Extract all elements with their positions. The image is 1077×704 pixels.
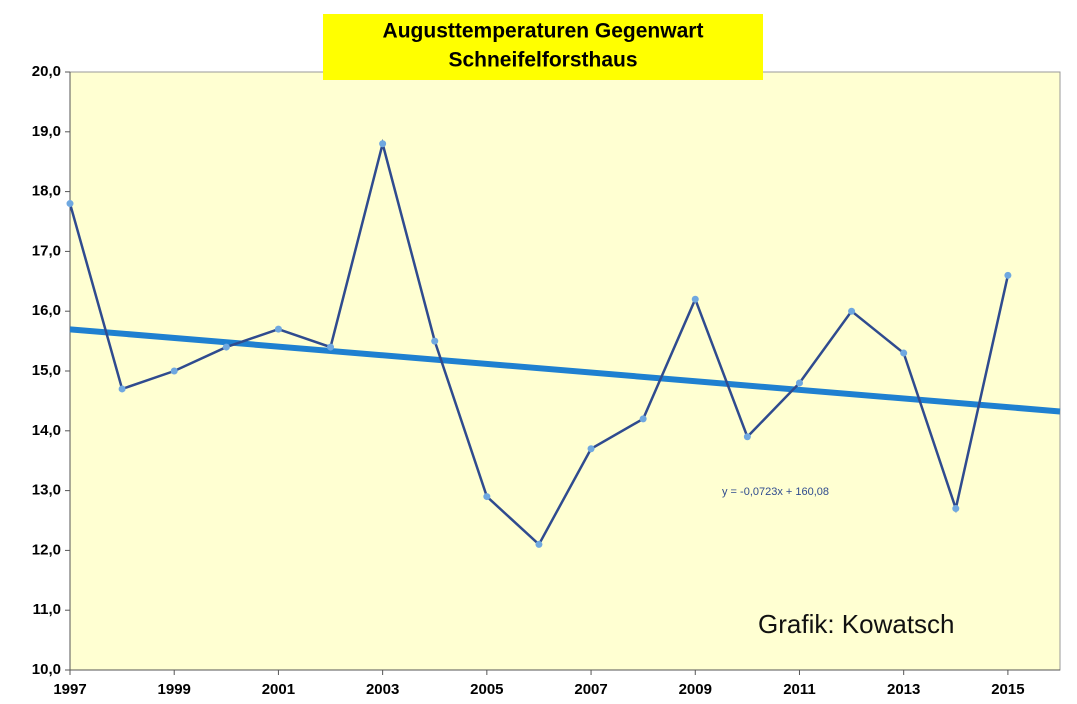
data-point — [1004, 271, 1012, 279]
data-point — [483, 493, 491, 501]
data-point — [795, 379, 803, 387]
data-point — [535, 540, 543, 548]
data-point — [222, 343, 230, 351]
y-tick-label: 18,0 — [32, 183, 61, 200]
x-tick-label: 2015 — [991, 681, 1024, 698]
data-point — [639, 415, 647, 423]
x-tick-label: 2005 — [470, 681, 503, 698]
y-tick-label: 16,0 — [32, 302, 61, 319]
data-point — [379, 140, 387, 148]
x-tick-label: 2003 — [366, 681, 399, 698]
x-tick-label: 1999 — [158, 681, 191, 698]
x-tick-label: 2011 — [783, 681, 816, 698]
data-point — [587, 445, 595, 453]
y-tick-label: 14,0 — [32, 422, 61, 439]
data-point — [431, 337, 439, 345]
data-point — [327, 343, 335, 351]
data-point — [274, 325, 282, 333]
y-tick-label: 19,0 — [32, 123, 61, 140]
data-point — [66, 200, 74, 208]
data-point — [691, 295, 699, 303]
data-point — [848, 307, 856, 315]
y-tick-label: 13,0 — [32, 482, 61, 499]
data-point — [952, 505, 960, 513]
trendline-label: y = -0,0723x + 160,08 — [722, 486, 829, 498]
y-tick-label: 10,0 — [32, 661, 61, 678]
y-tick-label: 15,0 — [32, 362, 61, 379]
chart-title: Schneifelforsthaus — [448, 49, 637, 72]
chart-title: Augusttemperaturen Gegenwart — [383, 20, 704, 43]
data-point — [900, 349, 908, 357]
x-tick-label: 2009 — [679, 681, 712, 698]
x-tick-label: 2001 — [262, 681, 295, 698]
y-tick-label: 11,0 — [33, 601, 61, 618]
data-point — [118, 385, 126, 393]
y-tick-label: 12,0 — [32, 541, 61, 558]
title-box — [323, 14, 763, 80]
data-point — [170, 367, 178, 375]
x-tick-label: 1997 — [53, 681, 86, 698]
x-tick-label: 2013 — [887, 681, 920, 698]
y-tick-label: 17,0 — [32, 242, 61, 259]
y-tick-label: 20,0 — [32, 63, 61, 80]
x-tick-label: 2007 — [574, 681, 607, 698]
data-point — [743, 433, 751, 441]
annotation: Grafik: Kowatsch — [758, 609, 955, 639]
